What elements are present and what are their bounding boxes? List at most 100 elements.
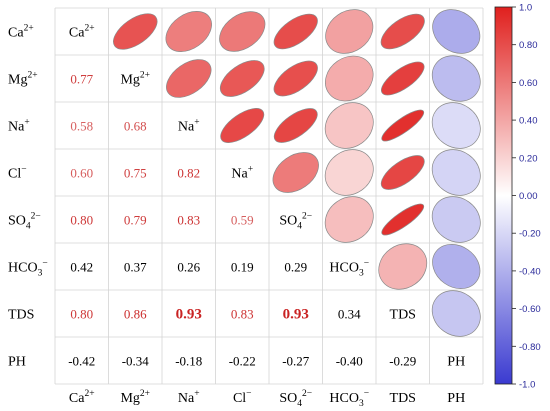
diagonal-label: Mg2+ [120,71,150,88]
correlation-value: 0.34 [338,307,361,322]
correlation-ellipse [273,13,318,50]
correlation-value: 0.83 [231,307,254,322]
correlation-ellipse [431,196,481,243]
diagonal-label: Na+ [178,118,200,135]
correlation-ellipse [431,149,481,196]
colorbar-tick-label: 0.40 [519,116,538,127]
colorbar-tick-label: 1.0 [519,3,532,14]
correlation-ellipse [381,61,425,96]
diagonal-label: SO42− [279,212,312,232]
matrix-grid [54,7,484,385]
correlation-value: -0.29 [389,354,416,369]
correlation-ellipse [378,243,428,290]
x-axis-label: TDS [390,391,416,406]
colorbar-tick-label: 0.80 [519,40,538,51]
correlation-ellipse [220,108,265,143]
correlation-ellipse [219,60,265,97]
correlation-ellipse [324,102,374,149]
correlation-ellipse [324,149,374,196]
correlation-value: 0.79 [124,213,147,228]
y-axis-label: Na+ [8,118,30,135]
diagonal-label: PH [447,355,465,370]
correlation-value: -0.22 [229,354,256,369]
x-axis-label: Mg2+ [120,389,150,406]
x-axis-label: HCO3− [329,389,369,409]
y-axis-label: Cl− [8,165,27,182]
correlation-ellipse [380,155,425,190]
colorbar-tick-label: 0.00 [519,191,538,202]
correlation-ellipse [432,244,481,289]
correlation-value: 0.77 [70,72,93,87]
correlation-value: 0.37 [124,260,147,275]
correlation-value: -0.34 [122,354,150,369]
correlation-value: 0.29 [284,260,307,275]
colorbar-tick-label: -0.80 [519,342,541,353]
diagonal-label: HCO3− [329,259,369,279]
colorbar-tick-label: -0.40 [519,266,541,277]
correlation-value: 0.86 [124,307,147,322]
colorbar-tick-label: 0.20 [519,153,538,164]
correlation-value: 0.82 [177,166,200,181]
correlation-value: -0.42 [68,354,95,369]
colorbar-gradient [494,6,513,385]
correlation-value: 0.83 [177,213,200,228]
correlation-ellipse [431,290,481,337]
y-axis-label: PH [8,355,26,370]
y-axis-labels: Ca2+ Mg2+ Na+ Cl− SO42− HCO3− TDS PH [8,24,48,370]
diagonal-label: Na+ [231,165,253,182]
correlation-ellipse [381,109,425,142]
diagonal-labels: Ca2+ Mg2+ Na+ Na+ SO42− HCO3− TDS PH [69,24,465,370]
x-axis-label: SO42− [279,389,312,409]
colorbar-tick-label: -0.60 [519,304,541,315]
correlation-value: 0.58 [70,119,93,134]
x-axis-label: PH [447,391,465,406]
correlation-ellipse [380,13,425,50]
correlation-ellipse [113,13,158,50]
lower-triangle-values: 0.77 0.58 0.68 0.60 0.75 0.82 0.80 0.79 0.83 0.59… [68,72,416,369]
correlation-value: 0.59 [231,213,254,228]
colorbar-tick-label: -0.20 [519,229,541,240]
correlation-ellipse [324,196,374,243]
correlation-value: 0.42 [70,260,93,275]
diagonal-label: TDS [390,308,416,323]
correlation-ellipse [219,11,266,52]
upper-triangle-ellipses [113,9,481,337]
y-axis-label: Ca2+ [8,24,34,41]
correlation-ellipse [431,102,481,149]
correlation-value: 0.93 [283,307,309,323]
correlation-ellipse [325,55,374,102]
y-axis-label: TDS [8,308,34,323]
x-axis-labels: Ca2+ Mg2+ Na+ Cl− SO42− HCO3− TDS PH [69,389,465,409]
colorbar: 1.0 0.80 0.60 0.40 0.20 0.00 -0.20 -0.40 -0.60 -0… [494,3,541,391]
colorbar-tick-label: -1.0 [519,380,535,391]
y-axis-label: HCO3− [8,259,48,279]
correlation-value: -0.27 [282,354,310,369]
colorbar-tick-label: 0.60 [519,78,538,89]
correlation-value: 0.60 [70,166,93,181]
y-axis-label: SO42− [8,212,41,232]
correlation-ellipse [432,9,481,54]
correlation-value: 0.19 [231,260,254,275]
correlation-ellipse [272,152,319,193]
correlation-ellipse [381,203,425,236]
x-axis-label: Na+ [178,389,200,406]
correlation-value: 0.75 [124,166,147,181]
correlation-value: -0.40 [336,354,363,369]
correlation-value: 0.93 [176,307,202,323]
y-axis-label: Mg2+ [8,71,38,88]
correlation-ellipse [273,60,318,97]
correlation-ellipse [431,55,481,102]
correlation-ellipse [165,11,212,52]
diagonal-label: Ca2+ [69,24,95,41]
correlation-value: 0.80 [70,213,93,228]
x-axis-label: Cl− [233,389,252,406]
correlation-ellipse [166,59,212,98]
correlation-ellipse [325,9,374,54]
correlation-value: -0.18 [175,354,202,369]
correlation-value: 0.80 [70,307,93,322]
x-axis-label: Ca2+ [69,389,95,406]
correlation-ellipse [273,108,318,143]
correlation-value: 0.68 [124,119,147,134]
correlation-value: 0.26 [177,260,200,275]
